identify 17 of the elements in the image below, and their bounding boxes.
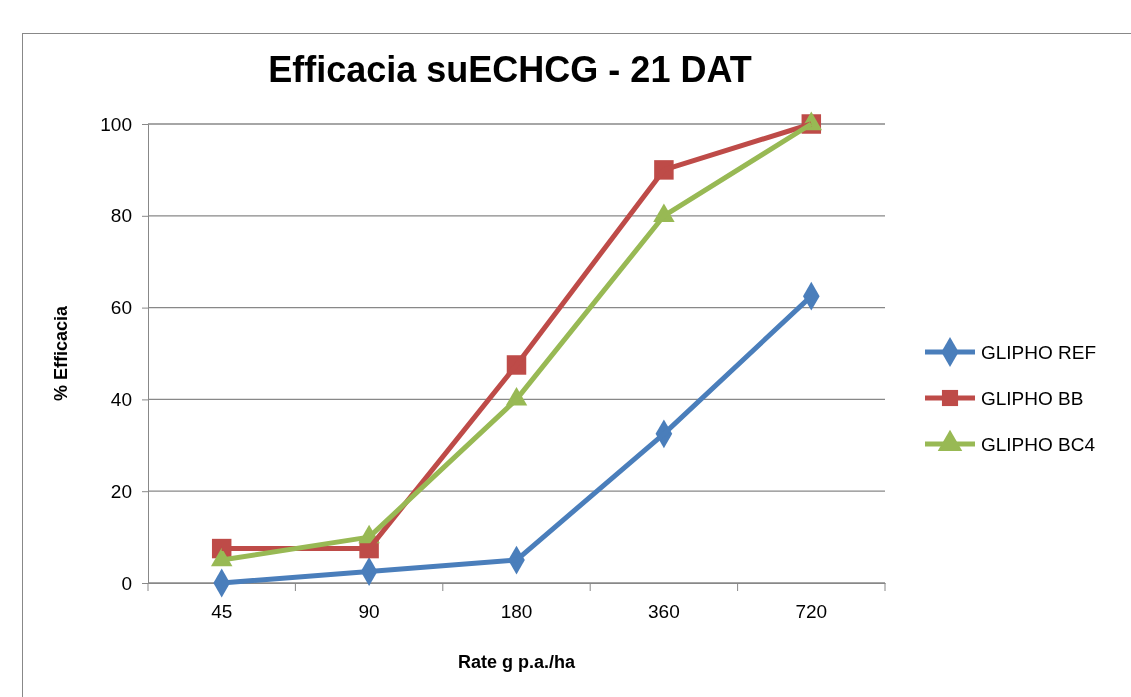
y-tick-label: 100 [100,113,132,135]
x-axis-title: Rate g p.a./ha [457,652,576,672]
legend-label: GLIPHO REF [981,342,1097,363]
y-tick-label: 20 [110,480,132,502]
y-tick-label: 80 [110,205,132,227]
chart-title: Efficacia suECHCG - 21 DAT [268,49,752,90]
legend-label: GLIPHO BB [981,388,1084,409]
x-tick-label: 360 [648,601,680,623]
y-axis-title: % Efficacia [51,304,71,402]
x-tick-label: 90 [358,601,380,623]
x-tick-label: 720 [795,601,828,623]
x-tick-label: 45 [211,601,233,623]
x-tick-label: 180 [500,601,533,623]
y-tick-label: 0 [121,572,132,594]
legend-label: GLIPHO BC4 [981,434,1096,455]
y-tick-label: 60 [110,297,132,319]
y-tick-label: 40 [110,388,132,410]
